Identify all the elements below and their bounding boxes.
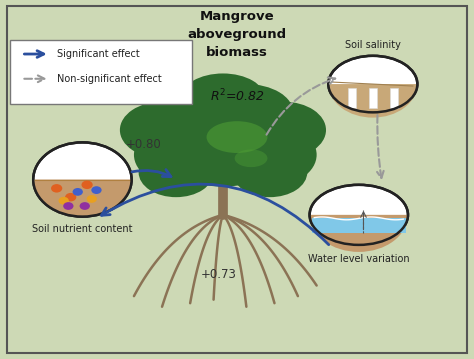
Ellipse shape <box>138 148 214 197</box>
Ellipse shape <box>134 123 228 187</box>
Ellipse shape <box>235 149 267 167</box>
Ellipse shape <box>232 148 307 197</box>
Ellipse shape <box>242 102 326 158</box>
Wedge shape <box>33 180 132 216</box>
Ellipse shape <box>148 84 242 141</box>
Ellipse shape <box>328 56 417 112</box>
Bar <box>369 88 377 108</box>
Ellipse shape <box>200 84 293 141</box>
Text: Water level variation: Water level variation <box>308 254 410 264</box>
Ellipse shape <box>120 102 204 158</box>
Text: Non-significant effect: Non-significant effect <box>57 74 162 84</box>
Circle shape <box>33 143 132 216</box>
Ellipse shape <box>310 185 408 245</box>
Bar <box>347 88 356 108</box>
Ellipse shape <box>153 95 293 187</box>
Text: Soil salinity: Soil salinity <box>345 41 401 51</box>
Circle shape <box>91 186 101 194</box>
Ellipse shape <box>223 123 317 187</box>
FancyBboxPatch shape <box>10 40 192 103</box>
Wedge shape <box>328 84 417 118</box>
Circle shape <box>65 193 76 201</box>
Ellipse shape <box>207 121 267 153</box>
Text: Soil nutrient content: Soil nutrient content <box>32 224 133 234</box>
FancyBboxPatch shape <box>8 6 466 353</box>
Circle shape <box>63 202 73 210</box>
Text: Mangrove
aboveground
biomass: Mangrove aboveground biomass <box>187 10 287 59</box>
Text: $R^2$=0.82: $R^2$=0.82 <box>210 88 264 104</box>
Text: +0.80: +0.80 <box>126 138 161 151</box>
Circle shape <box>87 195 97 203</box>
Circle shape <box>82 181 93 189</box>
Circle shape <box>73 188 83 196</box>
Bar <box>390 88 398 108</box>
Circle shape <box>58 197 69 205</box>
Text: +0.73: +0.73 <box>201 269 236 281</box>
Circle shape <box>51 184 62 192</box>
Text: Significant effect: Significant effect <box>57 49 139 59</box>
FancyBboxPatch shape <box>312 218 406 233</box>
Ellipse shape <box>181 74 265 123</box>
Circle shape <box>80 202 90 210</box>
Wedge shape <box>310 215 408 252</box>
